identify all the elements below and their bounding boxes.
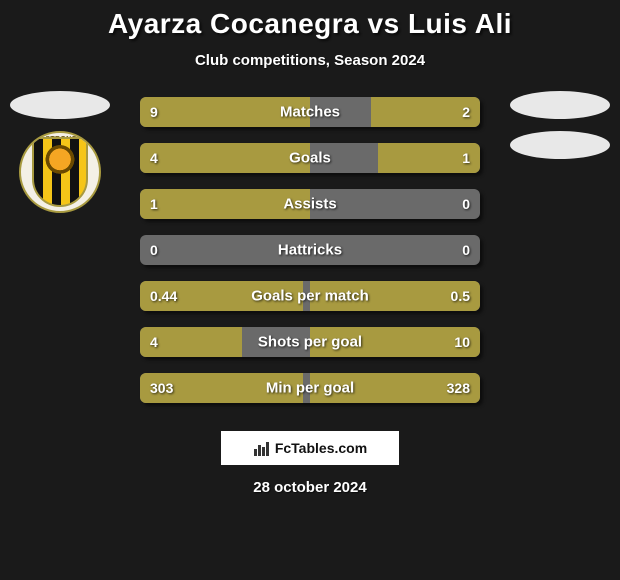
stat-value-right: 328 <box>447 380 470 396</box>
player-ellipse-right-1 <box>510 91 610 119</box>
stat-row: Matches92 <box>140 97 480 127</box>
stat-value-left: 303 <box>150 380 173 396</box>
branding: FcTables.com <box>221 431 399 465</box>
stat-bar-left <box>140 97 310 127</box>
club-crest-left: HE STRONGES <box>19 131 101 213</box>
stat-row: Assists10 <box>140 189 480 219</box>
branding-label: FcTables.com <box>275 440 367 456</box>
stat-value-left: 4 <box>150 334 158 350</box>
crest-stripes <box>32 137 88 207</box>
stat-bar-left <box>140 189 310 219</box>
crest-tiger-icon <box>44 145 76 177</box>
stat-row: Hattricks0 0 <box>140 235 480 265</box>
right-column <box>510 91 610 159</box>
stat-value-left: 1 <box>150 196 158 212</box>
stat-value-left: 4 <box>150 150 158 166</box>
page-subtitle: Club competitions, Season 2024 <box>0 52 620 69</box>
stat-value-right: 0 <box>462 242 470 258</box>
stat-value-right: 2 <box>462 104 470 120</box>
stat-row: Shots per goal410 <box>140 327 480 357</box>
stat-value-left: 0.44 <box>150 288 177 304</box>
date-label: 28 october 2024 <box>0 479 620 496</box>
stat-row: Goals per match0.440.5 <box>140 281 480 311</box>
comparison-content: HE STRONGES Matches92Goals41Assists10Hat… <box>0 97 620 403</box>
branding-chart-icon <box>253 439 271 457</box>
left-column: HE STRONGES <box>10 91 110 213</box>
stat-label: Hattricks <box>140 242 480 259</box>
stat-value-right: 1 <box>462 150 470 166</box>
stat-value-right: 0 <box>462 196 470 212</box>
stat-value-right: 10 <box>454 334 470 350</box>
player-ellipse-left <box>10 91 110 119</box>
stat-value-right: 0.5 <box>451 288 470 304</box>
page-title: Ayarza Cocanegra vs Luis Ali <box>0 8 620 40</box>
stat-value-left: 9 <box>150 104 158 120</box>
stat-row: Min per goal303328 <box>140 373 480 403</box>
player-ellipse-right-2 <box>510 131 610 159</box>
stat-value-left: 0 <box>150 242 158 258</box>
stat-bars: Matches92Goals41Assists10Hattricks00Goal… <box>140 97 480 403</box>
stat-row: Goals41 <box>140 143 480 173</box>
header: Ayarza Cocanegra vs Luis Ali Club compet… <box>0 0 620 69</box>
stat-bar-left <box>140 143 310 173</box>
